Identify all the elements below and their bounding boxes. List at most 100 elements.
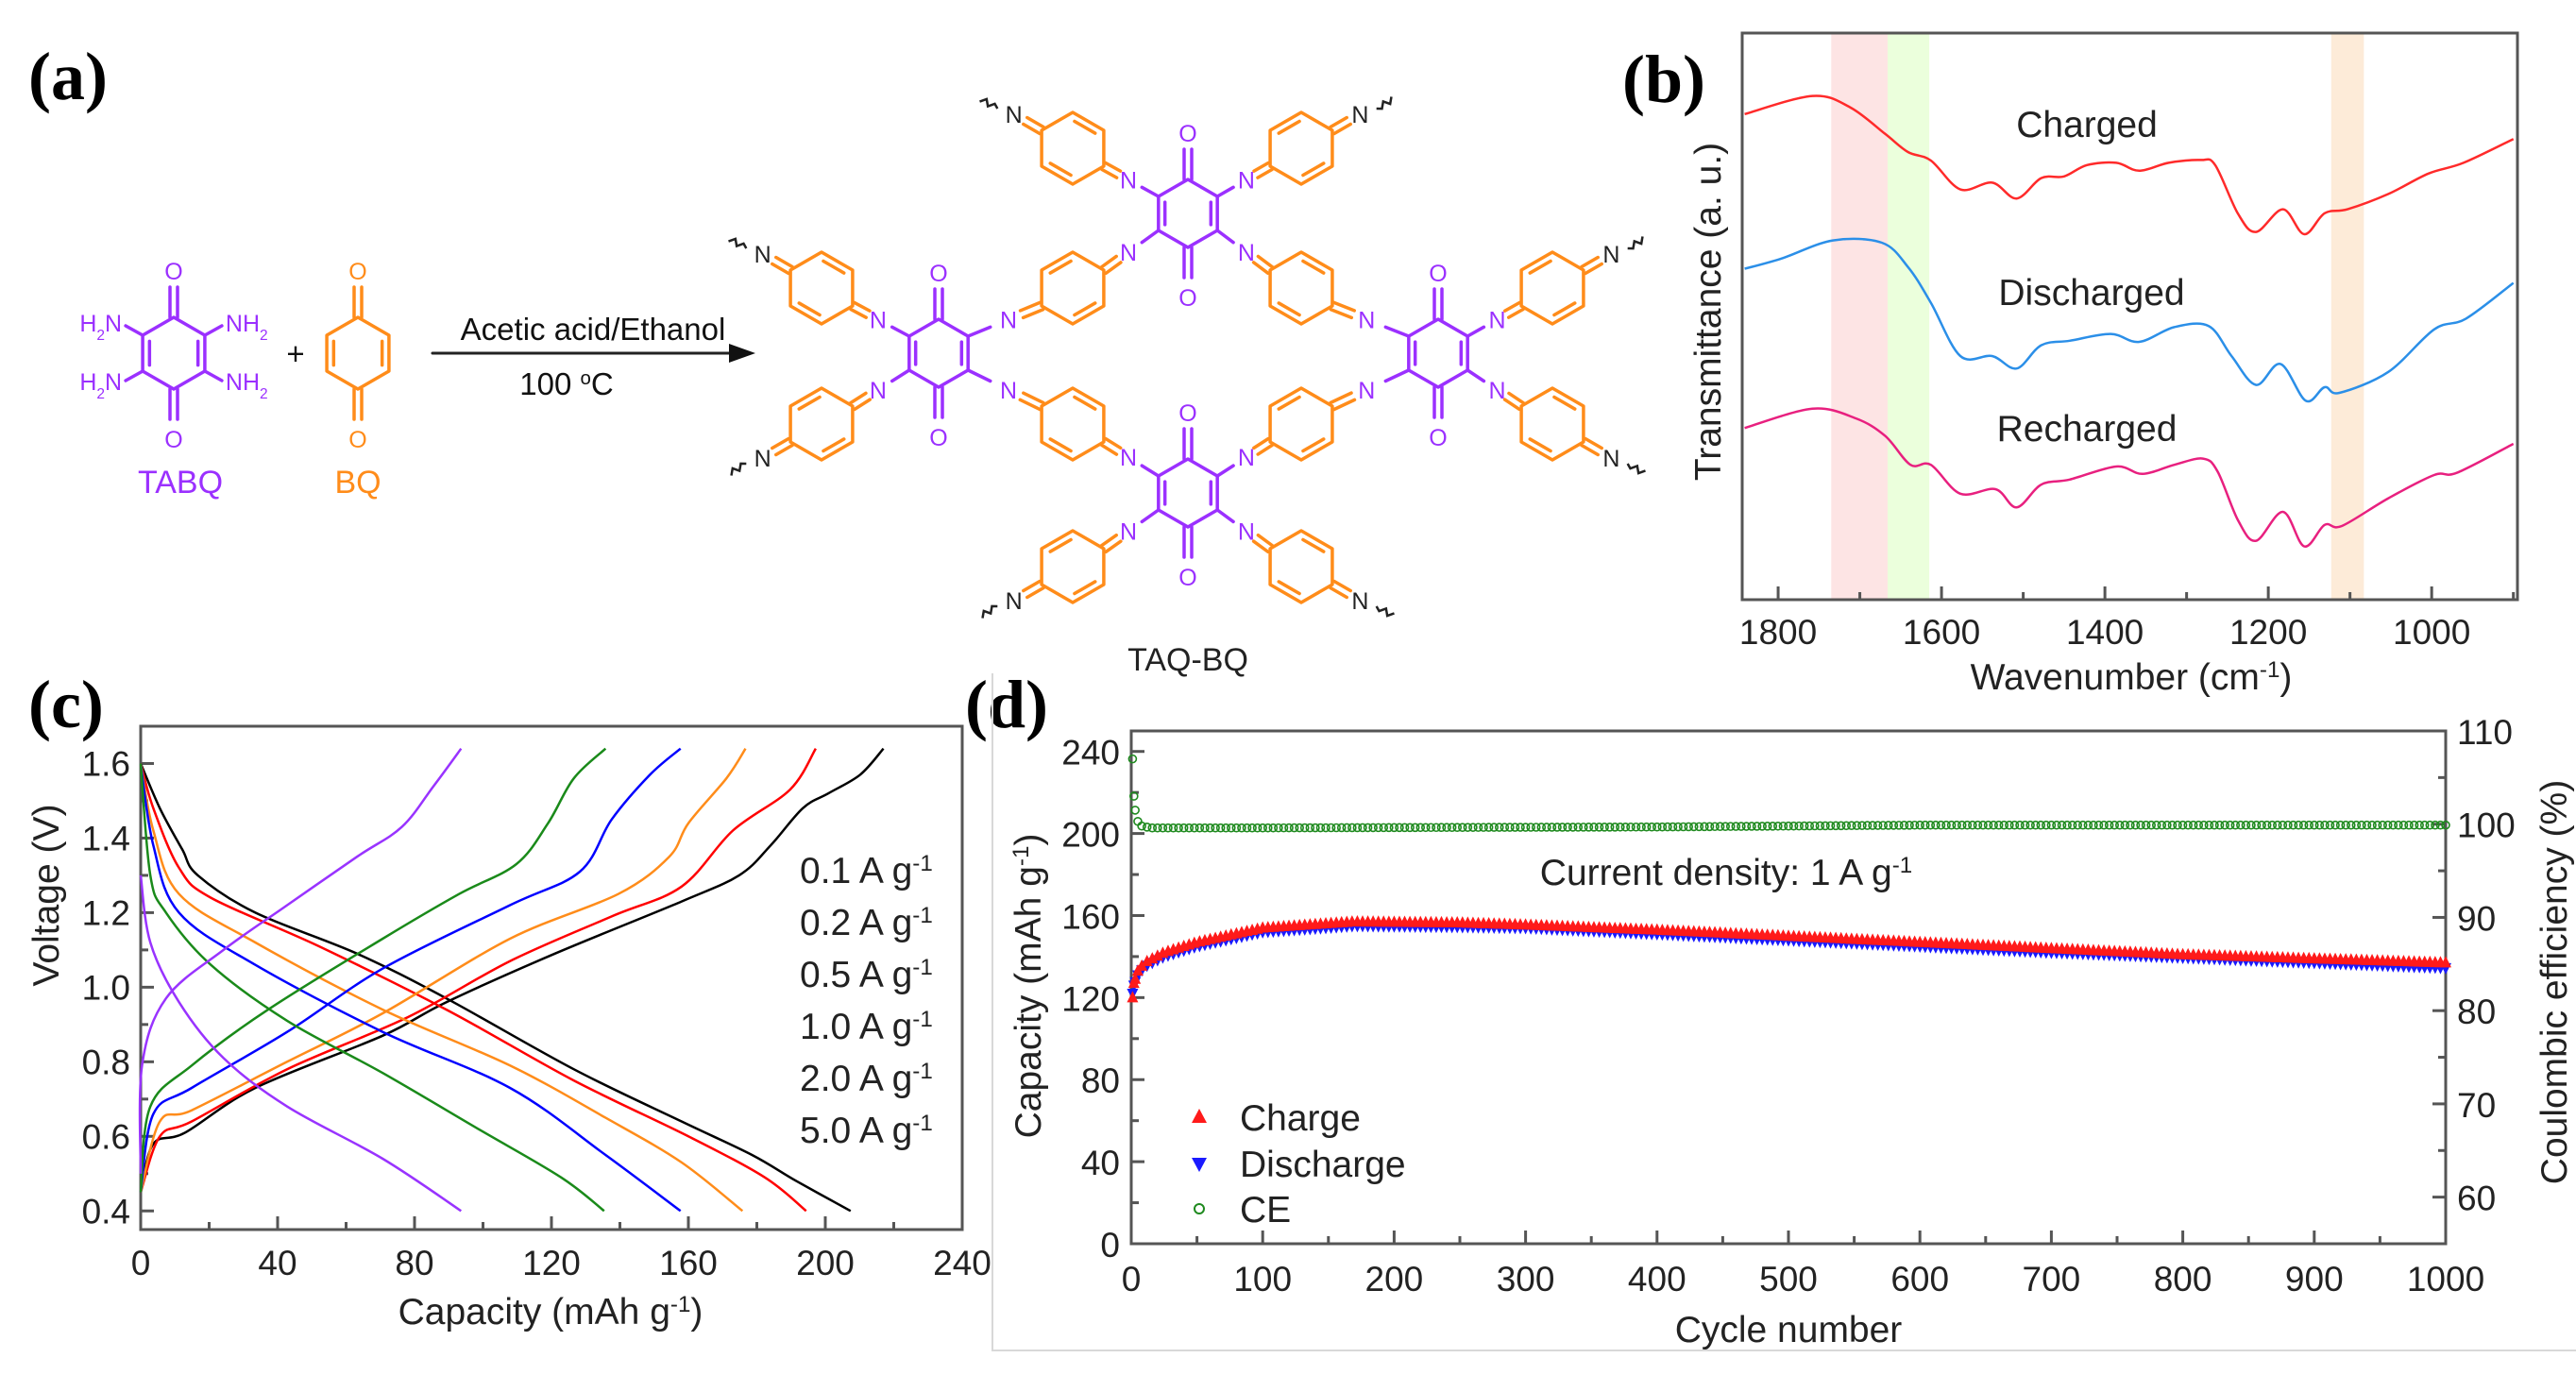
label-taq-bq: TAQ-BQ [1127, 642, 1248, 678]
ce-marker [1936, 820, 1946, 830]
ce-marker [1620, 822, 1631, 832]
x-tick-label: 700 [2023, 1260, 2081, 1299]
imine-double-bond [774, 443, 794, 457]
ce-marker [1836, 821, 1846, 831]
imine-double-bond [1331, 300, 1356, 313]
x-tick-label: 1200 [2229, 613, 2307, 652]
amine-label: H2N [79, 369, 122, 402]
ce-marker [1688, 822, 1699, 832]
ce-marker [2372, 820, 2382, 830]
y-tick-label: 120 [1061, 979, 1120, 1018]
bq-unit-ring-double-bond [822, 259, 846, 275]
imine-single-bond [1215, 185, 1235, 198]
ce-marker [1668, 822, 1678, 832]
x-tick-label: 1400 [2066, 613, 2144, 652]
atom-label-n: N [1238, 519, 1255, 546]
ce-marker [1794, 821, 1804, 831]
ce-marker [1305, 823, 1315, 833]
atom-label-n: N [1602, 242, 1619, 268]
ce-marker [1773, 821, 1783, 831]
imine-double-bond [1332, 579, 1352, 593]
imine-double-bond [1329, 115, 1348, 129]
ce-marker [1883, 821, 1893, 830]
imine-double-bond [1580, 443, 1600, 457]
plus-sign: + [286, 336, 304, 371]
ce-marker [1652, 822, 1662, 832]
ce-marker [2173, 820, 2182, 830]
ce-marker [1252, 823, 1263, 833]
x-tick-label: 200 [1365, 1260, 1424, 1299]
amine-bond [124, 369, 144, 382]
ce-marker [2225, 820, 2235, 830]
discharge-curve [139, 763, 852, 1213]
charge-curve [139, 747, 682, 1193]
imine-single-bond [1383, 368, 1411, 383]
bq-unit-ring [788, 386, 855, 462]
atom-label-n: N [870, 307, 887, 333]
ce-marker [1258, 823, 1267, 833]
legend-discharge-marker [1192, 1158, 1207, 1172]
imine-single-bond [966, 368, 992, 383]
y2-tick-label: 100 [2457, 806, 2516, 845]
atom-label-n: N [1351, 102, 1368, 128]
ce-marker [1395, 823, 1404, 833]
ce-marker [1563, 823, 1572, 832]
ce-marker [1604, 823, 1615, 832]
ce-marker [1468, 823, 1478, 832]
atom-label-n: N [1488, 307, 1505, 333]
ce-marker [2314, 820, 2325, 830]
ce-marker [1299, 823, 1310, 833]
tabq-unit-ring [1407, 317, 1469, 389]
imine-double-bond [849, 391, 868, 405]
ce-marker [2009, 820, 2020, 830]
y2-tick-label: 110 [2457, 713, 2513, 752]
bq-unit-ring-double-bond [797, 395, 822, 411]
y-tick-label: 1.0 [82, 968, 130, 1007]
legend-entry: 2.0 A g-1 [800, 1059, 933, 1100]
x-tick-label: 1000 [2407, 1260, 2484, 1299]
ce-marker [1426, 823, 1436, 833]
bq-unit-ring-double-bond [1301, 259, 1326, 275]
amine-label: H2N [79, 311, 122, 344]
ce-marker [1494, 823, 1504, 832]
bq-unit-ring [1268, 110, 1334, 186]
imine-double-bond [1104, 161, 1123, 173]
ce-marker [1226, 823, 1236, 833]
ce-marker [2441, 820, 2450, 830]
imine-double-bond [771, 436, 790, 450]
ce-marker [2151, 820, 2161, 830]
cycling-chart: 0 100 200 300 400 500 600 700 800 900 1000 0 40 80 120… [991, 673, 2576, 1351]
imine-double-bond [1018, 300, 1042, 313]
y2-tick-label: 90 [2457, 899, 2496, 938]
ce-marker [1289, 823, 1299, 833]
ce-marker [2078, 820, 2088, 830]
ce-marker [1130, 806, 1140, 815]
ce-marker [1909, 820, 1920, 830]
imine-double-bond [1100, 167, 1119, 179]
ce-marker [2310, 820, 2319, 830]
imine-double-bond [1252, 161, 1270, 173]
imine-double-bond [1099, 254, 1118, 269]
imine-double-bond [1104, 539, 1123, 554]
ce-marker [1741, 822, 1752, 831]
series-label-recharged: Recharged [1997, 409, 2178, 450]
y-tick-label: 1.6 [82, 744, 130, 783]
ce-marker [1941, 820, 1951, 830]
ce-marker [1862, 821, 1873, 830]
legend-label-discharge: Discharge [1240, 1145, 1406, 1185]
ce-marker [2110, 820, 2120, 830]
bq-unit-ring [1040, 386, 1106, 462]
ce-marker [1694, 822, 1704, 832]
ce-marker [2046, 820, 2057, 830]
ce-marker [1399, 823, 1410, 833]
y-tick-label: 40 [1081, 1144, 1120, 1182]
atom-label-n: N [1602, 446, 1619, 472]
bq-unit-ring-double-bond [822, 437, 846, 453]
atom-label-o: O [929, 425, 947, 451]
atom-label-n: N [1120, 240, 1137, 266]
charge-marker [1127, 991, 1139, 1003]
bq-unit-ring-double-bond [1277, 119, 1301, 135]
discharge-curve [139, 763, 807, 1213]
atom-label-n: N [1006, 102, 1023, 128]
